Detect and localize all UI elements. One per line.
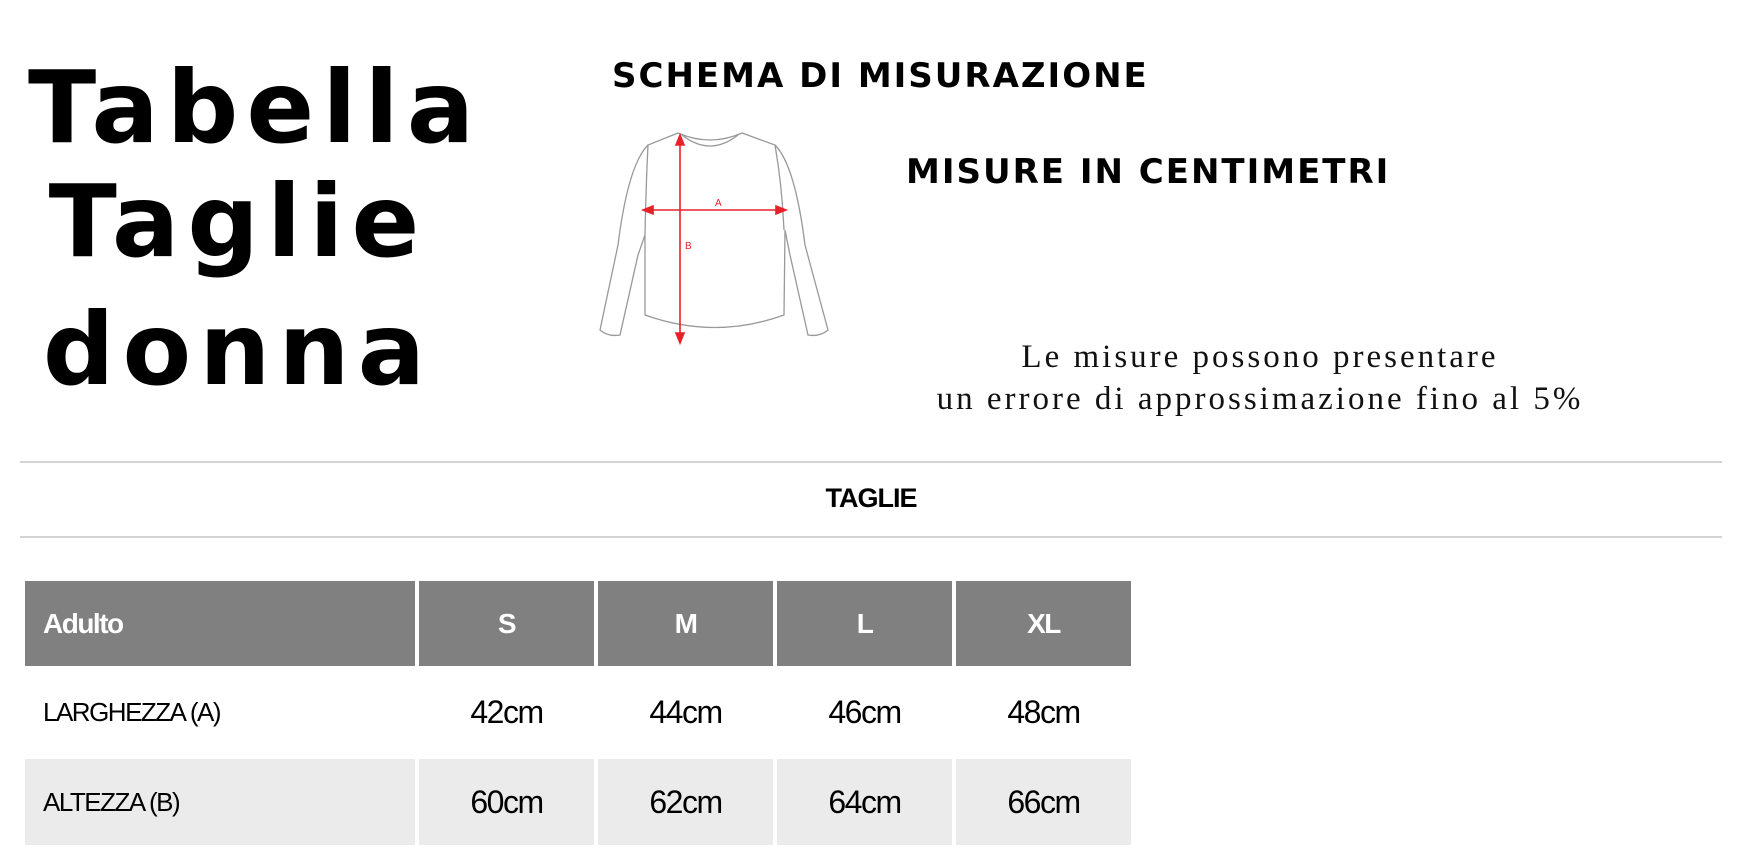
shirt-outline-icon [599,132,829,337]
table-cell: 62cm [598,759,773,845]
table-cell: 46cm [828,694,902,730]
column-header-l: L [777,581,952,666]
table-cell: 66cm [956,759,1131,845]
label-b: B [685,241,692,252]
section-title: TAGLIE [825,483,918,513]
units-heading: Misure in centimetri [906,152,1391,192]
column-header-xl: XL [956,581,1131,666]
table-cell: 60cm [419,759,594,845]
table-cell: 42cm [470,694,544,730]
column-header-s: S [419,581,594,666]
table-cell: 64cm [777,759,952,845]
table-row: ALTEZZA (B) 60cm 62cm 64cm 66cm [25,759,1131,845]
divider-top [20,461,1722,463]
size-table: Adulto S M L XL LARGHEZZA (A) 42cm 44cm … [21,581,1135,845]
table-row: LARGHEZZA (A) 42cm 44cm 46cm 48cm [25,666,1131,759]
title-line-3: donna [42,291,434,408]
note-line-2: un errore di approssimazione fino al 5% [936,381,1584,417]
title-line-1: Tabella [28,49,483,166]
note-line-1: Le misure possono presentare [1021,339,1499,375]
column-header-m: M [598,581,773,666]
row-label: ALTEZZA (B) [25,759,415,845]
table-cell: 48cm [1007,694,1081,730]
table-header-row: Adulto S M L XL [25,581,1131,666]
table-cell: 44cm [649,694,723,730]
title-line-2: Taglie [48,163,428,280]
approximation-note: Le misure possono presentare un errore d… [820,336,1700,420]
label-a: A [715,198,722,209]
divider-bottom [20,536,1722,538]
shirt-measurement-diagram: A B [599,132,829,345]
row-label: LARGHEZZA (A) [43,697,221,727]
column-header-adulto: Adulto [25,581,415,666]
diagram-heading: Schema di misurazione [612,56,1149,96]
